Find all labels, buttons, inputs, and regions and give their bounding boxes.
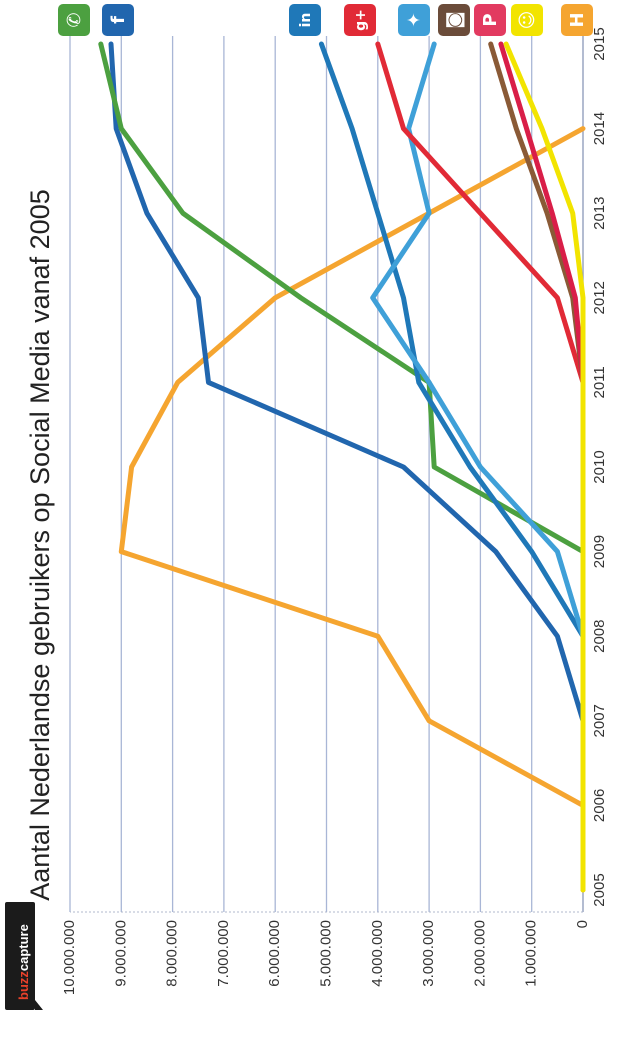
x-tick-label: 2012 [591, 281, 608, 314]
linkedin-icon: in [289, 4, 321, 36]
pinterest-icon: P [474, 4, 506, 36]
y-tick-label: 7.000.000 [215, 920, 232, 987]
y-tick-label: 8.000.000 [164, 920, 181, 987]
svg-text:☺: ☺ [517, 11, 538, 30]
x-tick-label: 2005 [591, 873, 608, 906]
x-tick-label: 2015 [591, 27, 608, 60]
brand-prefix: buzz [16, 971, 31, 1000]
x-tick-label: 2008 [591, 620, 608, 653]
brand-suffix: capture [16, 924, 31, 971]
snapchat-icon: ☺ [511, 4, 543, 36]
chart-title: Aantal Nederlandse gebruikers op Social … [25, 189, 55, 900]
google-plus-icon: g+ [344, 4, 376, 36]
y-tick-label: 0 [574, 920, 591, 928]
y-axis-ticks: 0 1.000.000 2.000.000 3.000.000 4.000.000 5.0… [61, 920, 591, 995]
series-line-snapchat [503, 41, 586, 893]
whatsapp-icon: ✆ [58, 4, 90, 36]
svg-text:✆: ✆ [64, 12, 85, 27]
y-tick-label: 9.000.000 [112, 920, 129, 987]
series-line-whatsapp [98, 41, 586, 555]
svg-text:in: in [298, 13, 314, 28]
series-line-pinterest [498, 41, 586, 385]
buzzcapture-logo: buzzcapture [5, 902, 43, 1010]
y-tick-label: 3.000.000 [420, 920, 437, 987]
x-tick-label: 2010 [591, 450, 608, 483]
series-line-twitter [370, 41, 586, 639]
svg-text:f: f [108, 16, 129, 24]
y-tick-label: 5.000.000 [317, 920, 334, 987]
svg-text:✦: ✦ [404, 12, 425, 27]
y-tick-label: 2.000.000 [471, 920, 488, 987]
svg-text:◙: ◙ [444, 11, 465, 28]
svg-text:buzzcapture: buzzcapture [16, 924, 31, 1000]
instagram-icon: ◙ [438, 4, 470, 36]
hyves-icon: H [561, 4, 593, 36]
twitter-icon: ✦ [398, 4, 430, 36]
x-tick-label: 2006 [591, 789, 608, 822]
x-tick-label: 2007 [591, 704, 608, 737]
svg-text:g+: g+ [353, 9, 369, 31]
x-tick-label: 2013 [591, 197, 608, 230]
series-line-linkedin [318, 41, 586, 639]
series-line-hyves [118, 126, 586, 893]
facebook-icon: f [102, 4, 134, 36]
x-tick-label: 2011 [591, 366, 608, 398]
svg-text:H: H [567, 12, 588, 27]
y-tick-label: 1.000.000 [523, 920, 540, 987]
chart-series [98, 41, 586, 893]
y-tick-label: 4.000.000 [369, 920, 386, 987]
svg-text:P: P [480, 13, 501, 26]
series-line-facebook [108, 41, 586, 724]
legend-icons: ✆ f in g+ ✦ ◙ P ☺ H [58, 4, 593, 36]
chart-grid [69, 36, 584, 913]
series-line-google-plus [375, 41, 586, 385]
x-tick-label: 2014 [591, 112, 608, 145]
x-axis-ticks: 2005 2006 2007 2008 2009 2010 2011 2012 2013 2014… [591, 27, 608, 906]
y-tick-label: 10.000.000 [61, 920, 78, 995]
x-tick-label: 2009 [591, 535, 608, 568]
y-tick-label: 6.000.000 [266, 920, 283, 987]
